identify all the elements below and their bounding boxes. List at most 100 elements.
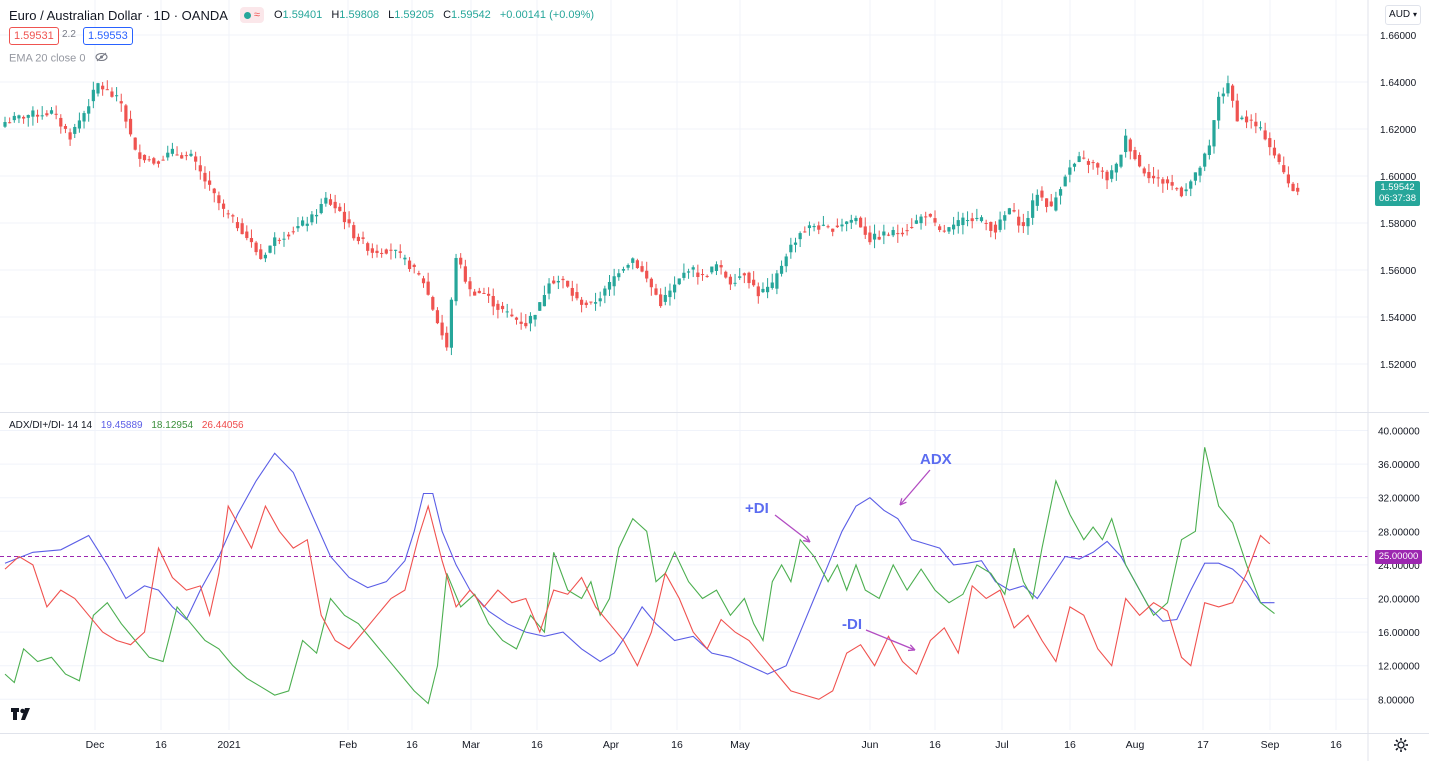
candle-body <box>1086 161 1091 165</box>
tradingview-logo-icon[interactable] <box>10 707 32 727</box>
candle-body <box>361 237 365 239</box>
candle-body <box>73 126 77 134</box>
candle-body <box>1054 197 1058 211</box>
candle-body <box>556 281 560 283</box>
candle-body <box>180 155 184 159</box>
symbol-title[interactable]: Euro / Australian Dollar · 1D · OANDA <box>9 7 228 23</box>
candle-body <box>231 215 235 217</box>
candle-body <box>1258 127 1263 129</box>
market-status-badge[interactable]: ≈ <box>239 7 264 23</box>
candle-body <box>872 233 877 240</box>
indicator-axis-tick-label: 28.00000 <box>1378 527 1420 538</box>
candle-body <box>1049 201 1053 207</box>
candle-body <box>793 242 798 245</box>
candle-body <box>310 214 314 223</box>
time-axis-tick-label: 16 <box>531 739 543 751</box>
candle-body <box>1077 156 1081 162</box>
candle-body <box>338 206 342 212</box>
indicator-label[interactable]: ADX/DI+/DI- 14 14 <box>9 420 93 431</box>
candle-body <box>226 213 230 215</box>
indicator-axis-tick-label: 40.00000 <box>1378 427 1420 438</box>
candle-body <box>1072 163 1077 167</box>
chevron-down-icon: ▾ <box>1412 10 1417 19</box>
ema-label[interactable]: EMA 20 close 0 <box>9 52 86 65</box>
candle-body <box>1045 198 1049 207</box>
candle-body <box>212 188 216 194</box>
candle-body <box>12 115 16 121</box>
candle-body <box>435 310 440 324</box>
candle-body <box>101 85 105 90</box>
buy-button[interactable]: 1.59553 <box>83 27 133 45</box>
candle-body <box>119 101 123 104</box>
candle-body <box>956 220 960 227</box>
candle-body <box>403 257 407 260</box>
candle-body <box>463 266 467 282</box>
plus-di-value: 18.12954 <box>151 420 194 431</box>
candle-body <box>752 279 756 286</box>
candle-body <box>296 226 300 229</box>
annotation-minus-di: -DI <box>842 616 862 633</box>
candle-body <box>96 83 100 94</box>
candle-body <box>482 292 486 294</box>
candle-body <box>87 106 91 114</box>
candle-body <box>1231 85 1235 101</box>
candle-body <box>952 224 956 230</box>
candle-body <box>617 273 621 278</box>
candle-body <box>514 317 519 320</box>
candle-body <box>477 290 481 294</box>
candle-body <box>631 258 635 263</box>
candle-body <box>905 230 909 232</box>
time-axis-tick-label: 16 <box>929 739 941 751</box>
candle-body <box>756 286 760 297</box>
candle-body <box>528 315 533 324</box>
symbol-legend[interactable]: Euro / Australian Dollar · 1D · OANDA ≈ … <box>9 7 600 23</box>
price-axis-tick-label: 1.56000 <box>1380 266 1417 277</box>
ohlc-values: O1.59401 H1.59808 L1.59205 C1.59542 +0.0… <box>274 9 600 21</box>
candle-body <box>928 213 932 217</box>
candle-body <box>1133 150 1137 160</box>
candle-body <box>426 281 430 295</box>
candle-body <box>640 266 644 272</box>
candle-body <box>389 249 393 251</box>
candle-body <box>775 273 779 289</box>
eye-off-icon[interactable] <box>94 52 108 65</box>
candle-body <box>933 218 937 223</box>
candle-body <box>1179 187 1184 197</box>
low-label: L <box>388 9 395 21</box>
candle-body <box>287 234 291 237</box>
candle-body <box>273 237 277 246</box>
candle-body <box>868 232 872 243</box>
wave-icon: ≈ <box>253 8 260 21</box>
candle-body <box>314 214 319 217</box>
candle-body <box>645 270 649 279</box>
candle-body <box>124 105 128 122</box>
candle-body <box>26 115 30 118</box>
candle-body <box>170 148 174 154</box>
candle-body <box>998 219 1002 230</box>
candle-body <box>500 305 505 310</box>
candle-body <box>1142 168 1146 174</box>
candle-body <box>370 248 374 253</box>
candle-body <box>668 290 672 298</box>
gear-icon[interactable] <box>1393 737 1409 753</box>
candle-body <box>496 303 500 310</box>
ema-indicator-legend[interactable]: EMA 20 close 0 <box>9 52 108 65</box>
sell-button[interactable]: 1.59531 <box>9 27 59 45</box>
time-axis-tick-label: Apr <box>603 739 620 751</box>
indicator-axis-tick-label: 16.00000 <box>1378 628 1420 639</box>
currency-selector[interactable]: AUD ▾ <box>1385 5 1421 25</box>
arrow-head <box>899 498 907 506</box>
candle-body <box>910 227 914 229</box>
price-panel[interactable] <box>3 75 1300 356</box>
candle-body <box>394 249 398 251</box>
candle-body <box>1235 100 1239 122</box>
indicator-legend[interactable]: ADX/DI+/DI- 14 14 19.45889 18.12954 26.4… <box>9 420 244 431</box>
indicator-panel[interactable] <box>0 447 1368 705</box>
indicator-axis-tick-label: 20.00000 <box>1378 595 1420 606</box>
candle-body <box>1128 139 1132 152</box>
candle-body <box>1017 216 1021 226</box>
candle-body <box>812 226 816 228</box>
candle-body <box>68 132 72 140</box>
